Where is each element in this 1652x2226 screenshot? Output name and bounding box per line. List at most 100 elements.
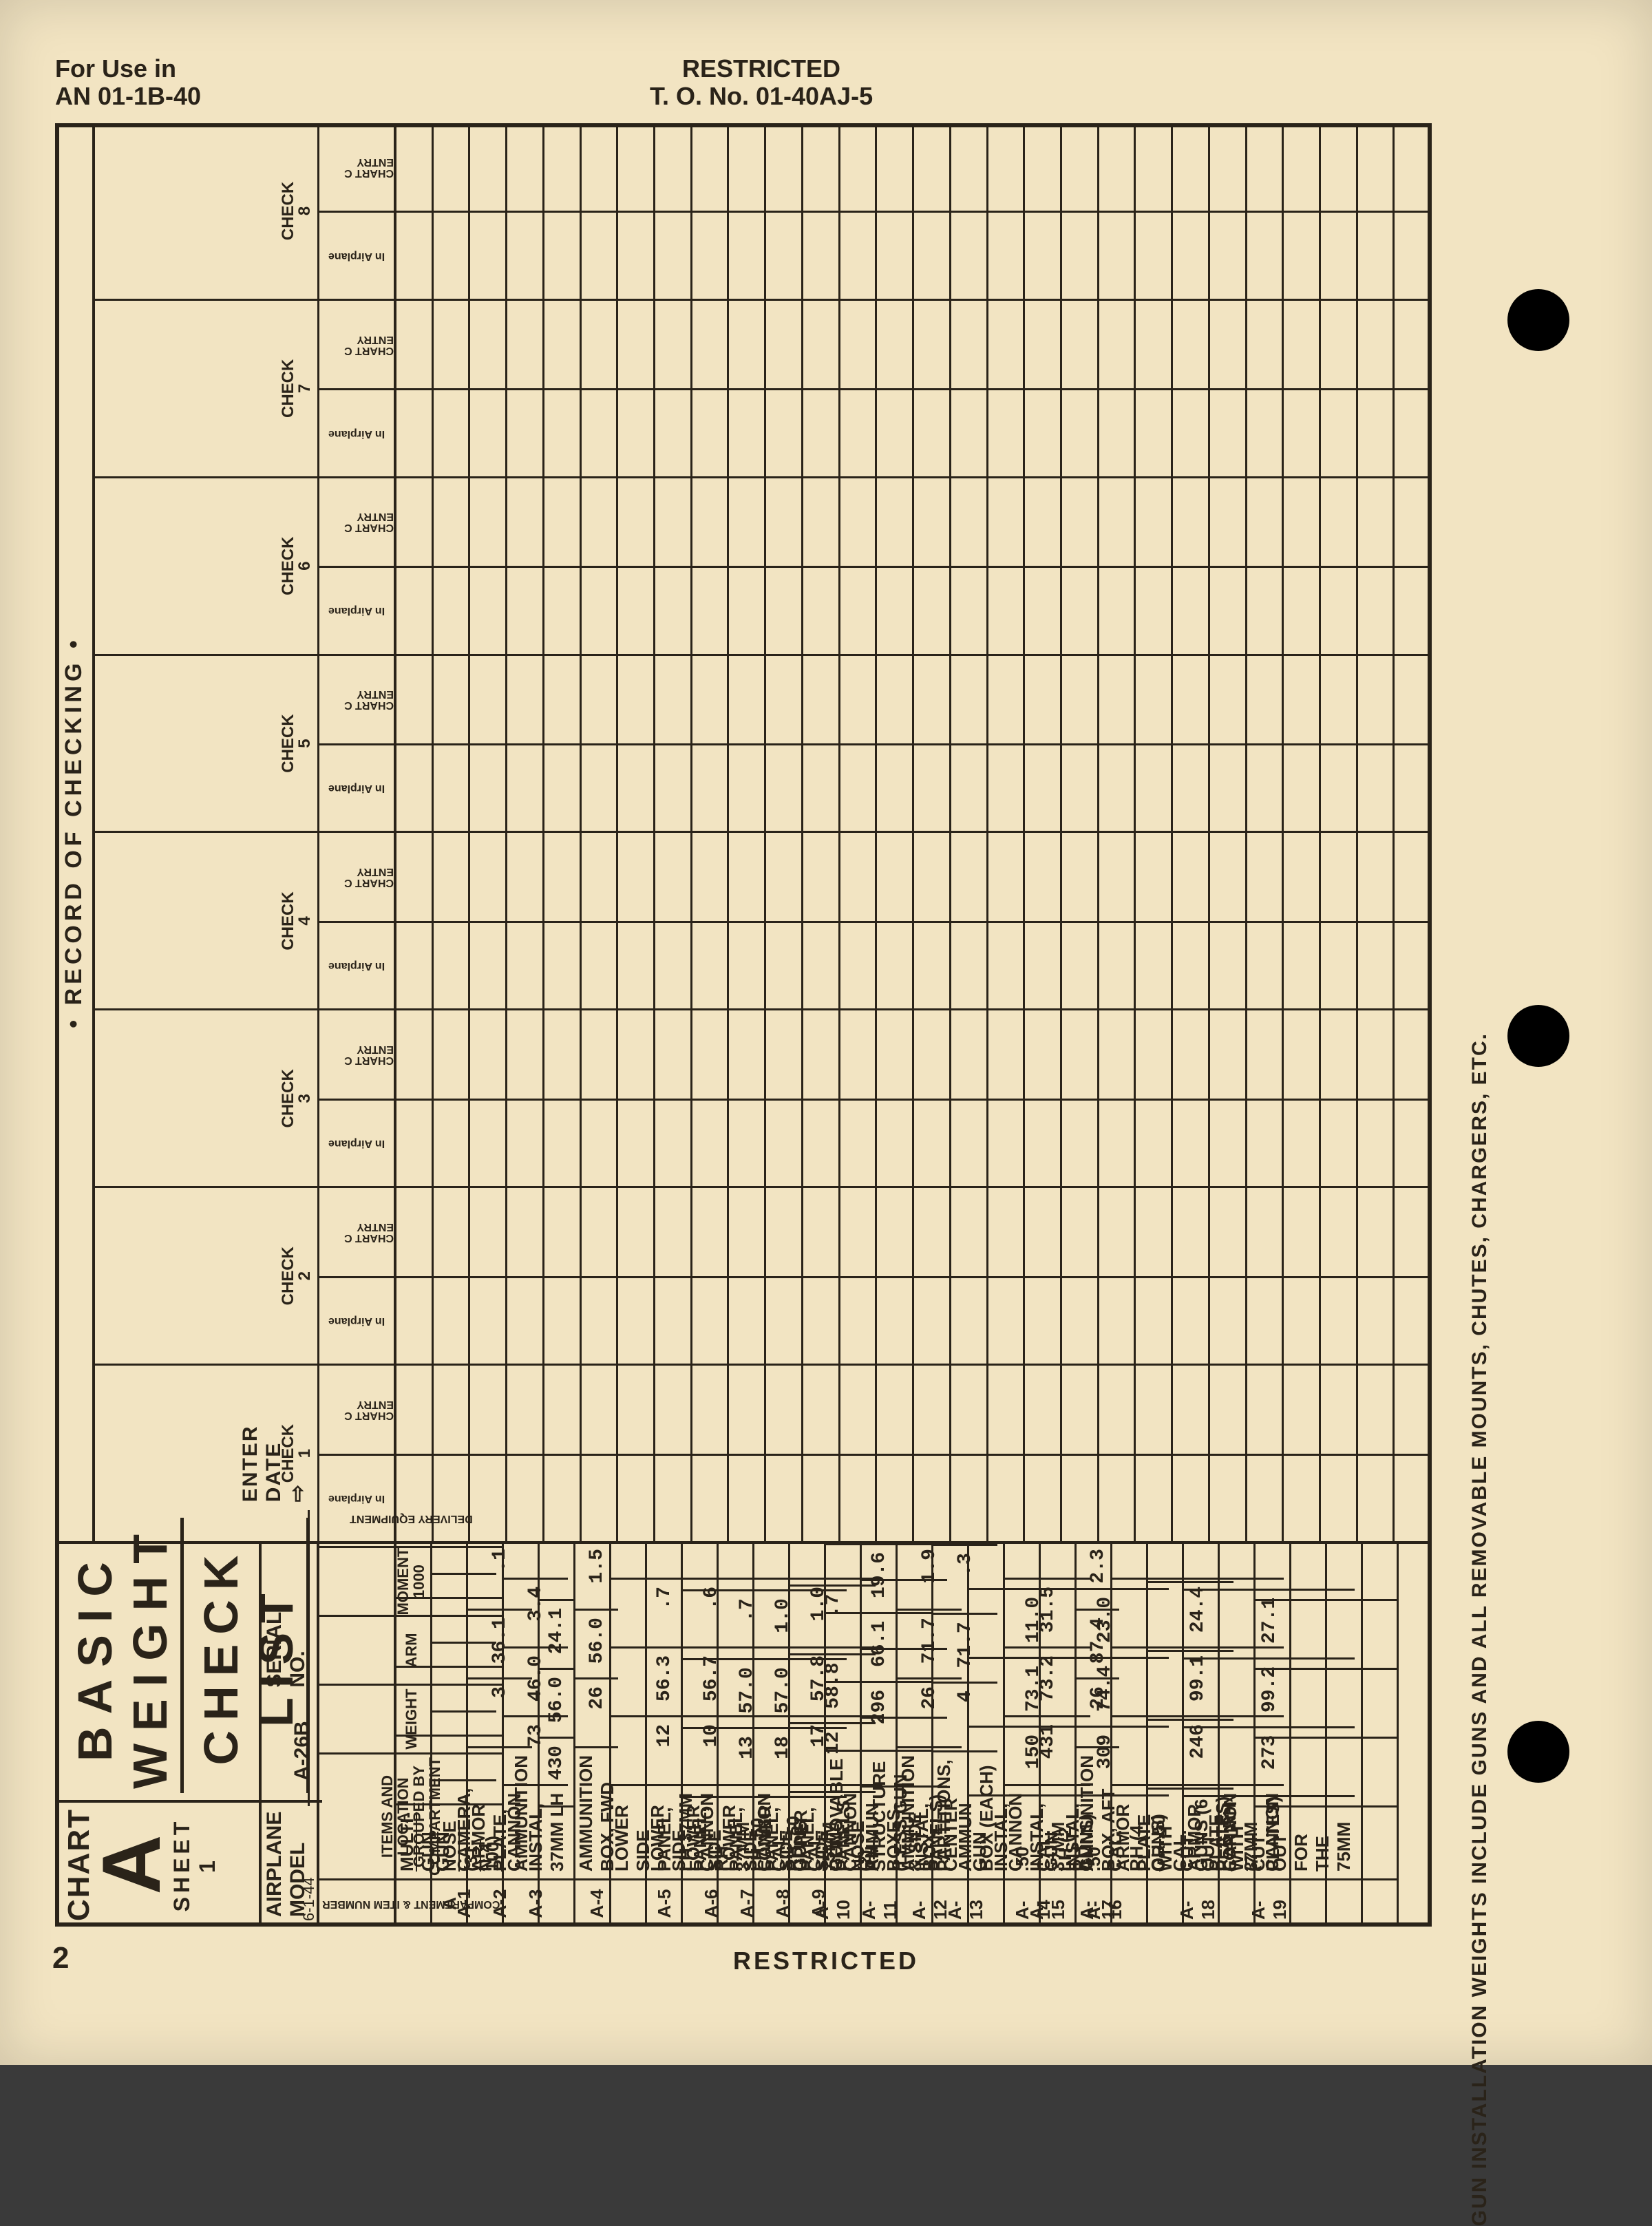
- check-cell: [470, 1101, 507, 1186]
- check-cell: [1358, 1101, 1395, 1186]
- check-cell: [1136, 923, 1173, 1008]
- check-cell: [544, 834, 582, 921]
- row-item: [540, 1805, 573, 1878]
- check-cell: [396, 568, 434, 653]
- check-cell: [988, 301, 1026, 388]
- check-cell: [618, 391, 655, 476]
- check-cell: [544, 213, 582, 299]
- check-cell: [655, 1101, 692, 1186]
- check-cell: [1099, 1366, 1136, 1453]
- check-cell: [1173, 123, 1210, 211]
- check-cell: [1173, 1011, 1210, 1099]
- check-cell: [1062, 123, 1099, 211]
- check-cell: [1025, 1188, 1062, 1275]
- check-cell: [1025, 1011, 1062, 1099]
- check-cell: [507, 213, 544, 299]
- check-cell: [914, 745, 951, 831]
- in-airplane-label: In Airplane: [328, 783, 385, 794]
- check-cell: [1321, 834, 1358, 921]
- row-weight: [1327, 1737, 1361, 1805]
- check-cell: [951, 1456, 988, 1541]
- row-moment: [1363, 1599, 1397, 1668]
- check-cell: [1321, 478, 1358, 566]
- check-cell: [1210, 568, 1247, 653]
- check-cell: [877, 1188, 914, 1275]
- check-cell: [434, 478, 471, 566]
- check-cell: [1358, 391, 1395, 476]
- check-cell: [1025, 301, 1062, 388]
- check-cell: [655, 478, 692, 566]
- check-cell: [1210, 834, 1247, 921]
- check-cell: [507, 1188, 544, 1275]
- check-cell: [1210, 1101, 1247, 1186]
- check-cell: [1062, 568, 1099, 653]
- check-cell: [1136, 834, 1173, 921]
- check-cell: [655, 391, 692, 476]
- check-cell: [655, 568, 692, 653]
- check-cell: [507, 923, 544, 1008]
- check-cell: [951, 745, 988, 831]
- binder-hole-icon: [1507, 1005, 1569, 1067]
- check-cell: [1025, 568, 1062, 653]
- check-cell: [766, 123, 803, 211]
- chart-id-cell: CHART A SHEET 1 6-1-44: [55, 1800, 322, 1927]
- row-index: [1363, 1878, 1397, 1927]
- check-cell: [507, 568, 544, 653]
- check-cell: [1321, 213, 1358, 299]
- check-cell: [729, 1011, 766, 1099]
- check-cell: [1062, 1188, 1099, 1275]
- table-row: A-7LOWER SIDE PANEL, LH .50 CAL. GUNS135…: [683, 1544, 719, 1927]
- check-cell: [507, 301, 544, 388]
- check-cell: [544, 478, 582, 566]
- table-row: A-8LOWER SIDE PANEL, RH .50 CAL. GUNS185…: [719, 1544, 754, 1927]
- check-cell: [1321, 391, 1358, 476]
- check-grid-column: [396, 476, 1432, 654]
- check-cell: [692, 1011, 730, 1099]
- check-cell: [1136, 123, 1173, 211]
- check-cell: [470, 301, 507, 388]
- check-cell: [1173, 1101, 1210, 1186]
- check-cell: [840, 123, 878, 211]
- check-cell: [582, 213, 619, 299]
- check-cell: [470, 568, 507, 653]
- check-cell: [692, 1188, 730, 1275]
- in-airplane-label: In Airplane: [328, 428, 385, 439]
- check-cell: [766, 301, 803, 388]
- check-cell: [803, 1456, 840, 1541]
- check-cell: [803, 1011, 840, 1099]
- check-cell: [470, 1456, 507, 1541]
- check-cell: [434, 656, 471, 743]
- check-cell: [877, 1456, 914, 1541]
- check-cell: [1025, 923, 1062, 1008]
- check-cell: [544, 745, 582, 831]
- check-cell: [803, 745, 840, 831]
- check-cell: [988, 1278, 1026, 1364]
- check-cell: [951, 391, 988, 476]
- check-cell: [877, 834, 914, 921]
- check-cell: [1099, 1188, 1136, 1275]
- check-cell: [803, 213, 840, 299]
- table-row: A-11REMOVABLE NOSE STRUCTURE (LESS GUN I…: [826, 1544, 862, 1927]
- check-cell: [507, 1456, 544, 1541]
- check-cell: [1210, 1456, 1247, 1541]
- check-cell: [1099, 213, 1136, 299]
- check-cell: [729, 1101, 766, 1186]
- check-cell: [951, 834, 988, 921]
- check-cell: [470, 1278, 507, 1364]
- binder-hole-icon: [1507, 289, 1569, 351]
- check-cell: [470, 123, 507, 211]
- check-cell: [1395, 213, 1432, 299]
- check-cell: [988, 1101, 1026, 1186]
- check-cell: [766, 656, 803, 743]
- check-cell: [1358, 1188, 1395, 1275]
- check-cell: [1284, 1011, 1321, 1099]
- table-row: A-12AMMUNITION BOX, CENTER2671.71.9: [898, 1544, 933, 1927]
- check-cell: [1025, 1456, 1062, 1541]
- check-cell: [1025, 745, 1062, 831]
- check-cell: [988, 656, 1026, 743]
- check-cell: [766, 1278, 803, 1364]
- check-cell: [1062, 1278, 1099, 1364]
- check-cell: [692, 656, 730, 743]
- check-cell: [1136, 1101, 1173, 1186]
- check-cell: [1247, 301, 1284, 388]
